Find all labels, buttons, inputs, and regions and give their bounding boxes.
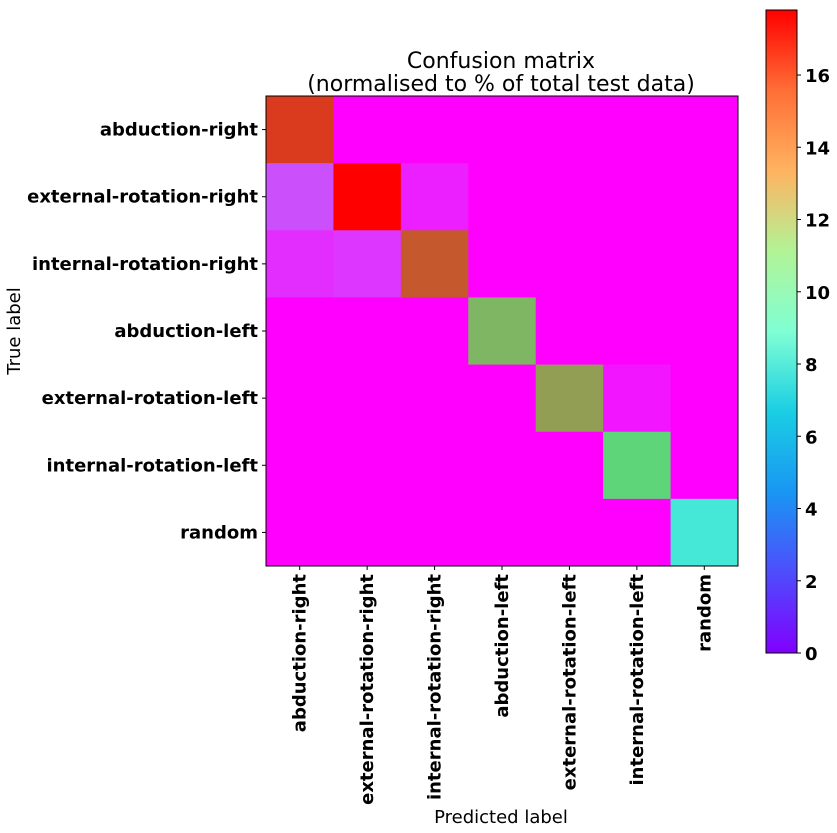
heatmap-cell [400, 297, 469, 366]
heatmap-cell [468, 230, 537, 298]
x-tick-labels: abduction-right external-rotation-right in… [290, 566, 715, 805]
colorbar-tick-label: 0 [805, 644, 818, 665]
y-tick-label: internal-rotation-left [46, 455, 258, 476]
heatmap-cell [400, 498, 469, 567]
heatmap-cell [468, 96, 537, 164]
heatmap-cell [266, 297, 334, 366]
x-tick-label: abduction-right [290, 574, 311, 733]
heatmap-cell [333, 364, 402, 433]
heatmap-cell [603, 498, 672, 567]
heatmap-cell [400, 431, 469, 500]
heatmap-cell [603, 431, 672, 500]
colorbar-tick-label: 14 [805, 138, 830, 159]
x-tick-label: abduction-left [492, 574, 513, 718]
heatmap-cell [670, 163, 739, 231]
heatmap-cell [468, 431, 537, 500]
y-tick-label: internal-rotation-right [32, 254, 258, 275]
heatmap-cell [535, 498, 604, 567]
heatmap-cell [333, 96, 402, 164]
heatmap-cell [266, 431, 334, 500]
heatmap-cell [468, 297, 537, 366]
y-tick-label: abduction-right [100, 120, 259, 141]
x-tick-label: internal-rotation-right [425, 574, 446, 800]
colorbar-tick-label: 2 [805, 572, 818, 593]
colorbar-tick-label: 4 [805, 500, 818, 521]
x-tick-label: random [694, 574, 715, 652]
colorbar-tick-label: 10 [805, 283, 830, 304]
x-tick-label: external-rotation-left [559, 574, 580, 791]
colorbar-tick-label: 16 [805, 66, 830, 87]
heatmap-cell [670, 364, 739, 433]
chart-title-line-1: Confusion matrix [407, 49, 595, 74]
heatmap-cell [603, 163, 672, 231]
heatmap-cell [468, 163, 537, 231]
x-tick-label: external-rotation-right [357, 574, 378, 805]
chart-title-line-2: (normalised to % of total test data) [307, 72, 695, 97]
heatmap-cell [670, 498, 739, 567]
y-tick-label: random [180, 522, 258, 543]
heatmap-cell [400, 364, 469, 433]
colorbar-tick-label: 6 [805, 427, 818, 448]
heatmap-cell [535, 230, 604, 298]
heatmap-cell [266, 96, 334, 164]
heatmap-cell [670, 230, 739, 298]
heatmap-cell [400, 230, 469, 298]
heatmap-cell [535, 297, 604, 366]
heatmap-cell [400, 96, 469, 164]
heatmap-cell [603, 364, 672, 433]
heatmap-cell [535, 364, 604, 433]
y-tick-label: external-rotation-right [27, 187, 258, 208]
heatmap-cell [603, 96, 672, 164]
heatmap-cell [333, 498, 402, 567]
heatmap-cell [400, 163, 469, 231]
heatmap-cell [468, 498, 537, 567]
heatmap-cell [670, 297, 739, 366]
heatmap-cells [266, 96, 739, 567]
y-tick-label: abduction-left [114, 321, 258, 342]
heatmap-cell [266, 364, 334, 433]
y-tick-labels: abduction-right external-rotation-right in… [27, 120, 266, 543]
heatmap-cell [333, 431, 402, 500]
heatmap-cell [266, 163, 334, 231]
heatmap-cell [333, 163, 402, 231]
heatmap-cell [670, 431, 739, 500]
heatmap-cell [468, 364, 537, 433]
y-tick-label: external-rotation-left [42, 388, 259, 409]
x-axis-title: Predicted label [434, 807, 568, 828]
heatmap-cell [603, 297, 672, 366]
heatmap-cell [266, 498, 334, 567]
colorbar-tick-label: 8 [805, 355, 818, 376]
heatmap-cell [535, 96, 604, 164]
x-tick-label: internal-rotation-left [627, 574, 648, 786]
heatmap-cell [670, 96, 739, 164]
heatmap-cell [535, 163, 604, 231]
y-axis-title: True label [4, 287, 25, 376]
heatmap-cell [333, 230, 402, 298]
colorbar [765, 9, 798, 654]
colorbar-ticks: 0 2 4 6 8 10 12 14 16 [797, 66, 830, 665]
heatmap-cell [603, 230, 672, 298]
heatmap-cell [333, 297, 402, 366]
heatmap-cell [535, 431, 604, 500]
heatmap-cell [266, 230, 334, 298]
colorbar-tick-label: 12 [805, 211, 830, 232]
